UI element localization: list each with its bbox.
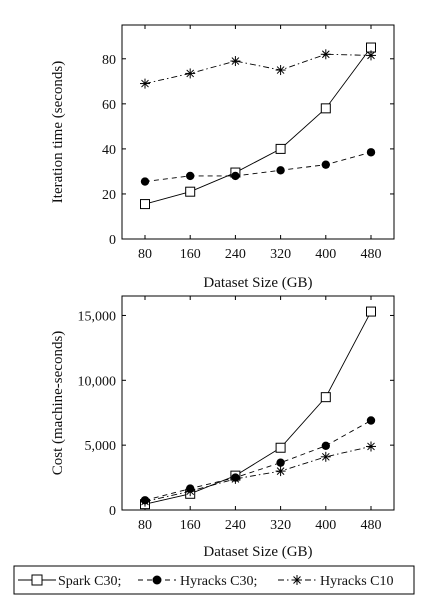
y-tick-group: 0 5,000 10,000 15,000 xyxy=(78,309,394,519)
data-point-spark-c30 xyxy=(320,392,331,403)
data-point-hyracks-c10 xyxy=(140,496,150,507)
x-axis-label: Dataset Size (GB) xyxy=(203,275,312,291)
data-point-hyracks-c10 xyxy=(230,473,241,484)
x-tick-label: 320 xyxy=(270,247,291,262)
y-tick-label: 60 xyxy=(102,98,116,113)
legend-label-hyracks-c10: Hyracks C10 xyxy=(320,574,394,589)
series-group xyxy=(140,306,376,510)
data-point-hyracks-c30 xyxy=(321,441,330,450)
y-tick-label: 15,000 xyxy=(78,309,117,324)
x-tick-label: 240 xyxy=(225,518,246,533)
series-line-spark-c30 xyxy=(144,311,372,505)
data-point-hyracks-c10 xyxy=(366,441,376,452)
y-tick-label: 0 xyxy=(109,233,116,248)
x-tick-label: 240 xyxy=(225,247,246,262)
legend-frame xyxy=(13,565,415,595)
x-tick-label: 400 xyxy=(315,518,336,533)
data-point-spark-c30 xyxy=(366,306,376,317)
x-tick-label: 160 xyxy=(180,518,201,533)
x-tick-label: 400 xyxy=(315,247,336,262)
x-tick-label: 320 xyxy=(270,518,291,533)
series-line-spark-c30 xyxy=(144,47,372,205)
x-tick-label: 80 xyxy=(138,518,152,533)
data-point-hyracks-c10 xyxy=(320,49,331,60)
series-group xyxy=(140,42,376,210)
data-point-spark-c30 xyxy=(140,199,150,210)
data-point-hyracks-c30 xyxy=(231,171,240,181)
y-tick-group: 0 20 40 60 80 xyxy=(102,53,394,248)
data-point-hyracks-c30 xyxy=(276,166,285,175)
y-axis-label: Iteration time (seconds) xyxy=(50,61,66,203)
legend-item-spark-c30: Spark C30; xyxy=(18,574,121,589)
data-point-spark-c30 xyxy=(275,143,286,154)
data-point-hyracks-c10 xyxy=(230,56,241,67)
data-point-hyracks-c10 xyxy=(320,451,331,462)
x-tick-group: 80 160 240 320 400 480 xyxy=(138,25,382,262)
y-axis-label: Cost (machine-seconds) xyxy=(50,331,66,476)
data-point-hyracks-c10 xyxy=(366,50,376,61)
legend-label-hyracks-c30: Hyracks C30; xyxy=(180,574,257,589)
y-tick-label: 10,000 xyxy=(78,374,117,389)
y-tick-label: 80 xyxy=(102,53,116,68)
data-point-hyracks-c10 xyxy=(185,486,196,497)
data-point-hyracks-c30 xyxy=(321,160,330,169)
data-point-hyracks-c30 xyxy=(366,416,376,425)
data-point-hyracks-c10 xyxy=(140,78,150,89)
series-line-hyracks-c30 xyxy=(144,151,372,183)
series-line-hyracks-c30 xyxy=(144,420,372,501)
x-tick-label: 160 xyxy=(180,247,201,262)
iteration-time-panel: 0 20 40 60 80 80 160 240 320 400 480 Iteration ti… xyxy=(50,24,395,291)
data-point-spark-c30 xyxy=(185,186,196,197)
x-tick-label: 480 xyxy=(361,518,382,533)
data-point-hyracks-c10 xyxy=(185,68,196,79)
y-tick-label: 0 xyxy=(109,504,116,519)
cost-panel: 0 5,000 10,000 15,000 80 160 240 320 400 480 Cos… xyxy=(50,295,395,560)
legend-item-hyracks-c10: Hyracks C10 xyxy=(278,574,394,589)
x-tick-label: 80 xyxy=(138,247,152,262)
data-point-hyracks-c30 xyxy=(276,458,285,467)
legend-item-hyracks-c30: Hyracks C30; xyxy=(138,574,257,589)
star-marker-icon xyxy=(292,575,302,585)
data-point-hyracks-c30 xyxy=(186,171,195,181)
plot-frame xyxy=(121,24,395,240)
y-tick-label: 5,000 xyxy=(85,439,117,454)
series-line-hyracks-c10 xyxy=(144,446,372,503)
data-point-hyracks-c30 xyxy=(366,148,376,157)
data-point-spark-c30 xyxy=(320,103,331,114)
y-tick-label: 20 xyxy=(102,188,116,203)
plot-frame xyxy=(121,295,395,511)
x-tick-group: 80 160 240 320 400 480 xyxy=(138,296,382,533)
legend: Spark C30; Hyracks C30; Hyracks C10 xyxy=(13,565,415,595)
x-tick-label: 480 xyxy=(361,247,382,262)
data-point-hyracks-c10 xyxy=(275,65,286,76)
x-axis-label: Dataset Size (GB) xyxy=(203,544,312,560)
data-point-hyracks-c30 xyxy=(140,177,150,186)
legend-label-spark-c30: Spark C30; xyxy=(58,574,121,589)
y-tick-label: 40 xyxy=(102,143,116,158)
data-point-spark-c30 xyxy=(275,442,286,453)
data-point-hyracks-c10 xyxy=(275,466,286,477)
circle-marker-icon xyxy=(152,575,162,585)
series-line-hyracks-c10 xyxy=(144,53,372,85)
square-marker-icon xyxy=(31,574,43,586)
